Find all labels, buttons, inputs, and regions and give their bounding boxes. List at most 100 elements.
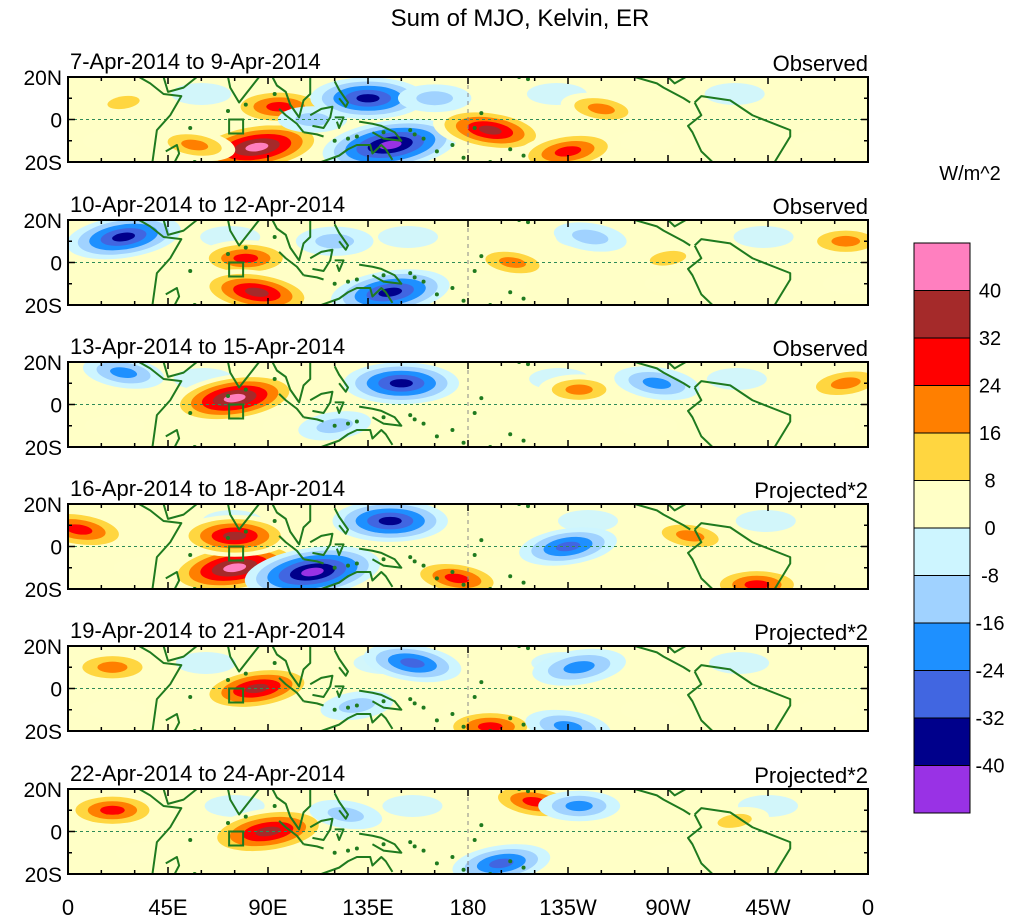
panel-type-label: Observed [773, 194, 868, 219]
coastline [68, 362, 183, 447]
anomaly-weak-blob [175, 652, 236, 674]
panel-date-range: 22-Apr-2014 to 24-Apr-2014 [70, 761, 345, 786]
contour-level [68, 524, 93, 535]
contour-level [97, 661, 128, 673]
island [346, 279, 350, 284]
anomaly-weak-blob [620, 698, 681, 721]
colorbar-units-label: W/m^2 [939, 163, 1001, 185]
island [332, 707, 337, 712]
island [450, 143, 455, 147]
anomaly-feature [553, 222, 627, 252]
colorbar-label: 8 [984, 471, 995, 493]
island [354, 846, 359, 851]
coastline [271, 77, 312, 119]
contour-level [266, 102, 292, 112]
anomaly-weak-blob [171, 83, 232, 105]
island [408, 840, 413, 845]
coastline [271, 646, 312, 688]
island [381, 130, 386, 135]
coastline [271, 220, 312, 262]
contour-level [223, 563, 247, 573]
island [461, 155, 466, 160]
coastline [216, 646, 260, 673]
region-box [228, 687, 245, 704]
coastline [278, 820, 305, 845]
lat-tick-label: 20N [23, 67, 62, 90]
anomaly-weak-blob [824, 556, 868, 579]
island [461, 582, 466, 587]
lat-tick-label: 20S [25, 295, 62, 318]
lon-tick-label: 90E [248, 895, 287, 920]
coastline [165, 713, 181, 731]
lon-tick-label: 135W [539, 895, 597, 920]
coastline [68, 77, 183, 162]
coastline [320, 856, 394, 874]
anomaly-weak-blob [644, 272, 705, 295]
island [421, 848, 426, 853]
anomaly-feature [196, 240, 296, 277]
island [332, 281, 337, 286]
island [408, 128, 413, 133]
island [412, 559, 417, 564]
island [332, 850, 337, 855]
coastline [162, 789, 198, 805]
panel-type-label: Projected*2 [754, 620, 868, 645]
coastline [165, 571, 181, 589]
anomaly-weak-blob [113, 556, 174, 579]
island [472, 553, 477, 557]
island [381, 273, 386, 278]
coastline [278, 251, 305, 276]
colorbar-swatch [913, 765, 971, 814]
anomaly-field [68, 362, 868, 447]
anomaly-feature [91, 89, 156, 116]
island [188, 269, 193, 273]
coastline [333, 223, 349, 251]
island [461, 440, 466, 445]
coastlines [68, 362, 792, 447]
lat-tick-label: 20S [25, 152, 62, 175]
coastline [358, 120, 403, 142]
colorbar-label: 40 [979, 281, 1001, 303]
coastlines [68, 504, 792, 589]
panel-type-label: Projected*2 [754, 763, 868, 788]
coastline [303, 274, 324, 281]
lat-tick-label: 20N [23, 210, 62, 233]
contour-level [830, 377, 861, 390]
anomaly-weak-blob [798, 698, 858, 721]
island [226, 109, 230, 113]
island [421, 421, 426, 426]
island [408, 413, 413, 418]
coastline [320, 429, 394, 447]
island [472, 695, 477, 699]
island [526, 504, 530, 509]
island [226, 821, 230, 825]
island [521, 438, 526, 443]
island [272, 519, 277, 523]
coastlines [68, 77, 792, 162]
region-box [228, 261, 245, 278]
island [508, 290, 513, 295]
island [354, 277, 359, 282]
island [226, 394, 230, 398]
contour-level [112, 232, 135, 242]
anomaly-weak-blob [378, 226, 438, 248]
island [332, 138, 337, 143]
island [479, 823, 484, 828]
island [450, 286, 455, 290]
contour-level [565, 800, 593, 812]
lat-tick-label: 20N [23, 779, 62, 802]
anomaly-feature [532, 648, 626, 686]
island [508, 716, 513, 721]
island [354, 561, 359, 566]
anomaly-feature [707, 566, 807, 589]
coastline [68, 789, 183, 874]
island [243, 529, 248, 534]
coastline [667, 77, 687, 85]
island [450, 855, 455, 859]
island [346, 563, 350, 568]
contour-level [831, 235, 861, 247]
coastline [667, 220, 687, 228]
coastline [216, 362, 260, 389]
island [381, 557, 386, 562]
coastline [334, 543, 345, 556]
